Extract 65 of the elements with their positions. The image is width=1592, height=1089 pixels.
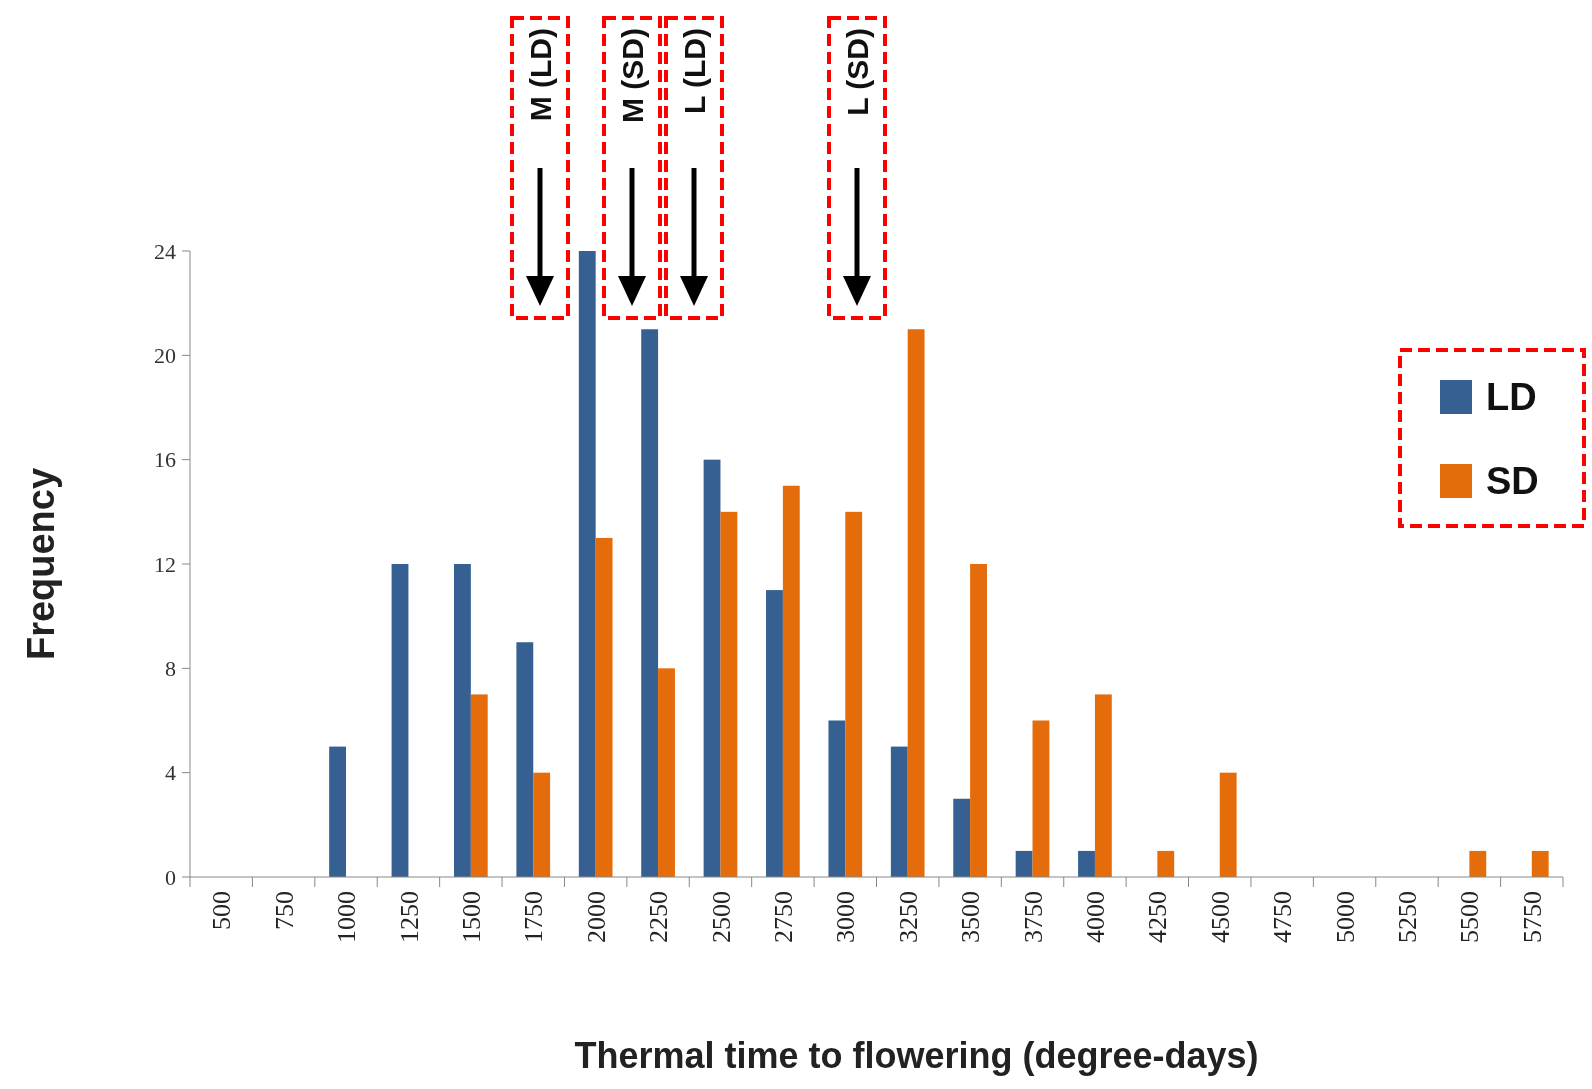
bar [641, 329, 659, 877]
bar [1094, 694, 1112, 877]
x-tick-label: 1750 [519, 891, 549, 943]
y-axis-title: Frequency [20, 467, 62, 661]
y-tick-label: 24 [154, 238, 176, 264]
x-tick-label: 2000 [581, 891, 611, 943]
y-tick-label: 4 [165, 760, 176, 786]
bar [1015, 850, 1033, 877]
bar [391, 564, 409, 877]
x-tick-label: 5000 [1330, 891, 1360, 943]
bar [953, 798, 971, 877]
text: L (LD) [677, 28, 711, 115]
bar [1032, 720, 1050, 877]
x-tick-label: 2500 [706, 891, 736, 943]
bar [658, 668, 675, 877]
x-tick-label: 4000 [1081, 891, 1111, 943]
x-tick-label: 500 [207, 891, 237, 930]
text: L (SD) [840, 28, 874, 116]
bar [766, 590, 783, 877]
bar [1531, 850, 1549, 877]
bar [845, 511, 863, 877]
x-tick-label: 1250 [394, 891, 424, 943]
x-tick-label: 3000 [831, 891, 861, 943]
bar [453, 564, 471, 877]
bar [595, 537, 613, 877]
bar [890, 746, 908, 877]
y-tick-label: 12 [154, 551, 176, 577]
x-tick-label: 1500 [456, 891, 486, 943]
bar [1078, 850, 1095, 877]
bar [828, 720, 846, 877]
bar [703, 459, 721, 877]
bar [533, 772, 551, 877]
y-tick-label: 16 [154, 447, 176, 473]
x-tick-label: 4500 [1205, 891, 1235, 943]
x-tick-label: 1000 [332, 891, 362, 943]
x-tick-label: 5750 [1517, 891, 1547, 943]
bar [1469, 850, 1487, 877]
bar [907, 329, 925, 877]
bar [329, 746, 347, 877]
x-tick-label: 5500 [1455, 891, 1485, 943]
text: M (SD) [615, 28, 649, 123]
y-tick-label: 0 [165, 864, 176, 890]
y-tick-label: 20 [154, 343, 176, 369]
x-tick-label: 3250 [893, 891, 923, 943]
y-tick-label: 8 [165, 656, 176, 682]
x-tick-label: 3750 [1018, 891, 1048, 943]
bar [720, 511, 738, 877]
bar [578, 251, 596, 877]
x-tick-label: 3500 [956, 891, 986, 943]
bar [470, 694, 488, 877]
legend-label: SD [1486, 460, 1539, 503]
x-tick-label: 5250 [1393, 891, 1423, 943]
bar [1157, 850, 1175, 877]
x-tick-label: 4250 [1143, 891, 1173, 943]
bar [1219, 772, 1237, 877]
x-axis-title: Thermal time to flowering (degree-days) [574, 1035, 1259, 1076]
bar [782, 485, 800, 877]
bar [970, 564, 987, 877]
text: M (LD) [523, 28, 557, 122]
x-tick-label: 2750 [768, 891, 798, 943]
bar [516, 642, 534, 877]
x-tick-label: 750 [269, 891, 299, 930]
legend-label: LD [1486, 376, 1537, 419]
x-tick-label: 2250 [644, 891, 674, 943]
x-tick-label: 4750 [1268, 891, 1298, 943]
